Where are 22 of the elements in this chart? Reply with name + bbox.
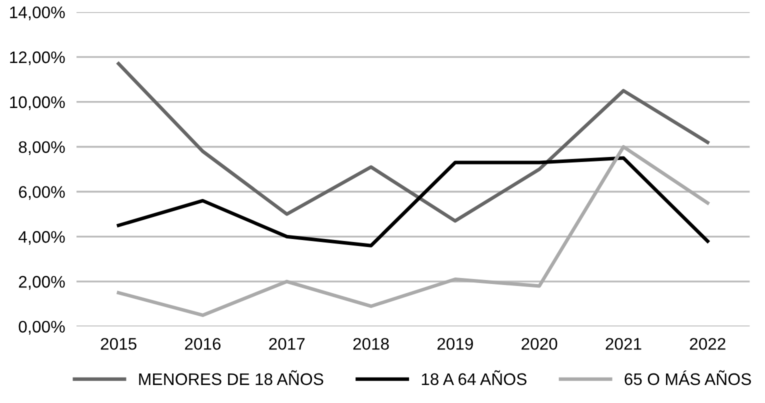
y-tick-label: 2,00%	[18, 276, 65, 290]
y-tick-label: 4,00%	[18, 231, 65, 245]
legend-label: 18 A 64 AÑOS	[422, 370, 526, 386]
x-tick-label: 2020	[522, 338, 558, 350]
legend-label: MENORES DE 18 AÑOS	[139, 370, 324, 386]
line-series	[116, 145, 710, 317]
x-tick-label: 2015	[100, 338, 136, 350]
y-tick-label: 6,00%	[18, 186, 65, 200]
x-tick-label: 2019	[437, 338, 473, 350]
y-tick-label: 8,00%	[18, 141, 65, 155]
x-tick-label: 2022	[690, 338, 726, 350]
x-tick-label: 2018	[353, 338, 389, 350]
y-tick-label: 0,00%	[18, 320, 65, 335]
y-tick-label: 10,00%	[10, 96, 65, 110]
line-series	[116, 156, 710, 248]
legend-label: 65 O MÁS AÑOS	[624, 370, 751, 386]
x-tick-label: 2016	[185, 338, 221, 350]
x-tick-label: 2017	[269, 338, 305, 350]
y-tick-label: 14,00%	[10, 6, 65, 20]
y-tick-label: 12,00%	[10, 51, 65, 66]
x-tick-label: 2021	[606, 338, 642, 350]
line-series	[116, 62, 710, 223]
